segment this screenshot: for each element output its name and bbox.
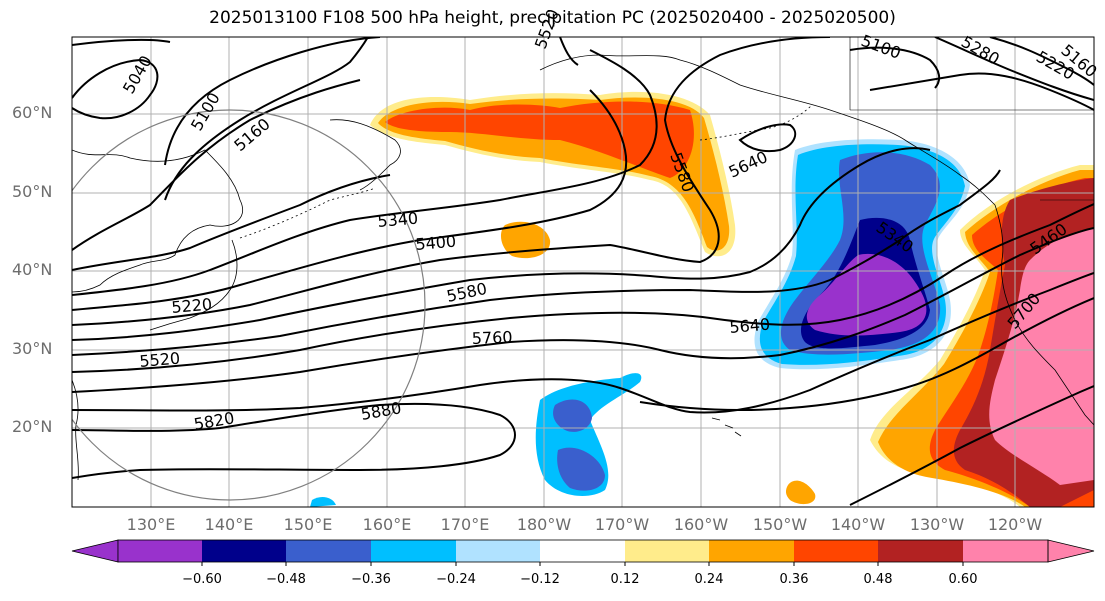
height-contour: [72, 227, 1094, 393]
precip-negative-subtropical: [553, 399, 592, 432]
contour-label: 5640: [729, 315, 771, 337]
colorbar-bin: [963, 540, 1048, 562]
height-contour: [72, 49, 658, 296]
colorbar-bin: [456, 540, 540, 562]
map-panel: [72, 37, 1094, 507]
colorbar-bin: [286, 540, 371, 562]
height-contour: [72, 272, 1094, 414]
contour-label: 5220: [171, 295, 213, 317]
coast-kurils: [239, 187, 376, 239]
lon-label: 120°W: [987, 515, 1043, 534]
lat-label: 40°N: [12, 260, 53, 279]
lon-label: 160°W: [673, 515, 729, 534]
colorbar-extend-max: [1047, 539, 1095, 563]
contour-label: 5340: [377, 209, 419, 231]
map-title: 2025013100 F108 500 hPa height, precipit…: [209, 8, 896, 28]
colorbar-tick-label: −0.36: [351, 572, 391, 587]
colorbar-tick-label: 0.12: [610, 572, 640, 587]
lon-label: 140°W: [830, 515, 886, 534]
height-contour: [72, 79, 361, 251]
lon-label: 170°W: [594, 515, 650, 534]
height-contour: [72, 38, 171, 46]
height-contour: [738, 123, 797, 153]
height-contours: [72, 37, 1094, 506]
height-contour: [72, 174, 391, 271]
coast-japan: [149, 239, 238, 331]
colorbar-extend-min: [71, 539, 119, 563]
colorbar-tick-label: 0.36: [779, 572, 809, 587]
height-contour: [72, 58, 159, 120]
lon-label: 180°W: [516, 515, 572, 534]
height-contour: [869, 72, 1094, 111]
precip-positive-north-pacific: [385, 101, 694, 178]
colorbar-tick-label: 0.24: [694, 572, 724, 587]
colorbar-tick-label: 0.48: [863, 572, 893, 587]
map-frame: [71, 36, 1095, 508]
colorbar-bin: [371, 540, 456, 562]
coast-aleutians: [699, 104, 813, 141]
height-contour: [849, 385, 1094, 506]
colorbar-tick-label: −0.12: [520, 572, 560, 587]
lon-label: 150°W: [752, 515, 808, 534]
contour-label: 5760: [471, 328, 512, 348]
colorbar-bin: [709, 540, 794, 562]
colorbar-bin: [118, 540, 202, 562]
lon-label: 150°E: [283, 515, 333, 534]
height-contour: [164, 37, 381, 166]
colorbar-outline: [117, 539, 1049, 563]
height-contour: [934, 37, 1094, 101]
lon-label: 130°W: [909, 515, 965, 534]
height-contour: [989, 37, 1094, 86]
lat-label: 50°N: [12, 182, 53, 201]
lat-label: 60°N: [12, 103, 53, 122]
contour-label: 5520: [139, 349, 181, 371]
lat-label: 20°N: [12, 417, 53, 436]
height-contour: [72, 203, 1094, 373]
height-contour: [72, 37, 831, 326]
height-contour: [639, 297, 1094, 411]
lon-label: 140°E: [204, 515, 254, 534]
height-contour: [559, 37, 579, 66]
height-contour: [164, 37, 369, 201]
height-contour: [72, 402, 516, 479]
colorbar-bin: [625, 540, 709, 562]
colorbar-tick-label: −0.24: [436, 572, 476, 587]
coast-asia: [72, 149, 243, 293]
colorbar-bin: [794, 540, 878, 562]
precip-negative-small: [310, 497, 336, 507]
precip-negative-ne-pacific: [806, 253, 927, 336]
colorbar: [71, 539, 1095, 566]
coast-kamchatka: [329, 119, 401, 191]
gridlines: [72, 37, 1094, 507]
height-contour: [72, 89, 628, 311]
height-contour: [72, 147, 931, 341]
colorbar-bin: [540, 540, 625, 562]
precip-negative-subtropical: [557, 447, 605, 491]
lon-label: 160°E: [362, 515, 412, 534]
range-circle: [72, 109, 426, 501]
lat-label: 30°N: [12, 339, 53, 358]
colorbar-bin: [202, 540, 286, 562]
precip-positive-small: [785, 480, 816, 505]
lon-label: 130°E: [126, 515, 176, 534]
colorbar-tick-label: −0.60: [182, 572, 222, 587]
colorbar-bin: [878, 540, 963, 562]
lon-label: 170°E: [440, 515, 490, 534]
height-contour: [72, 169, 1001, 356]
colorbar-tick-label: 0.60: [948, 572, 978, 587]
colorbar-tick-label: −0.48: [266, 572, 306, 587]
contour-label: 5400: [415, 232, 457, 254]
coast-alaska: [539, 54, 996, 206]
